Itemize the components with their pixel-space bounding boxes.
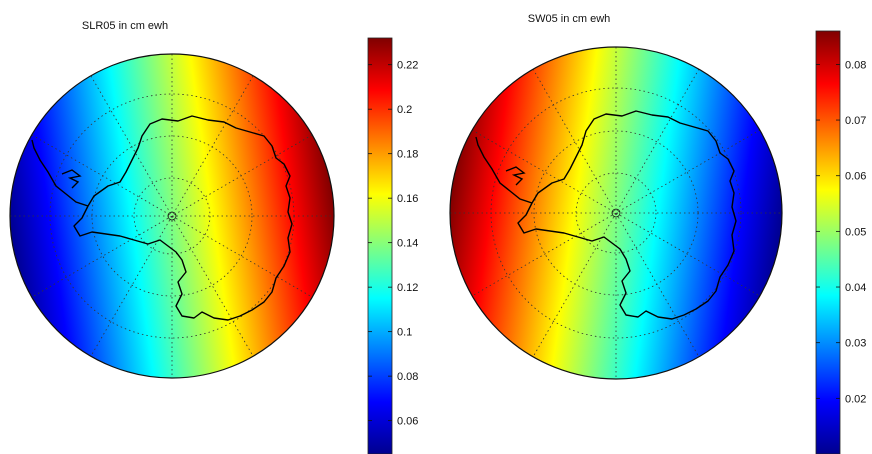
- colorbar-ticks-sw05: 0.02 0.03 0.04 0.05 0.06 0.07 0.08: [816, 59, 866, 405]
- colorbar-tick-label: 0.18: [397, 149, 418, 161]
- colorbar-tick-label: 0.06: [397, 416, 418, 428]
- map-slr05: SLR05 in cm ewh 0.060.080.10.120.140.160…: [9, 20, 418, 454]
- antarctic-peninsula-sw05: [475, 136, 533, 204]
- colorbar-tick-label: 0.22: [397, 60, 418, 72]
- colorbar-sw05: [815, 30, 841, 454]
- map-sw05: SW05 in cm ewh 0.020.030.040.050.060.070…: [449, 13, 866, 454]
- colorbar-slr05: [367, 37, 393, 454]
- colorbar-tick-label: 0.08: [397, 371, 418, 383]
- colorbar-tick-label: 0.02: [845, 393, 866, 405]
- colorbar-tick-label: 0.03: [845, 338, 866, 350]
- graticule-slr05: [10, 54, 334, 378]
- colorbar-tick-label: 0.12: [397, 282, 418, 294]
- colorbar-tick-label: 0.04: [845, 282, 866, 294]
- title-sw05: SW05 in cm ewh: [528, 13, 611, 25]
- graticule-sw05: [450, 47, 782, 379]
- antarctic-peninsula-slr05: [31, 139, 89, 207]
- colorbar-tick-label: 0.1: [397, 327, 412, 339]
- colorbar-tick-label: 0.06: [845, 171, 866, 183]
- colorbar-tick-label: 0.2: [397, 104, 412, 116]
- colorbar-tick-label: 0.08: [845, 59, 866, 71]
- antarctica-outline-slr05: [73, 115, 293, 321]
- field-sw05: [450, 47, 782, 379]
- colorbar-tick-label: 0.05: [845, 226, 866, 238]
- colorbar-tick-label: 0.14: [397, 238, 418, 250]
- colorbar-ticks-slr05: 0.06 0.08 0.1 0.12 0.14 0.16 0.18 0.2 0.22: [368, 60, 418, 428]
- title-slr05: SLR05 in cm ewh: [82, 20, 168, 32]
- antarctica-outline-sw05: [517, 110, 737, 320]
- colorbar-tick-label: 0.16: [397, 193, 418, 205]
- colorbar-tick-label: 0.07: [845, 115, 866, 127]
